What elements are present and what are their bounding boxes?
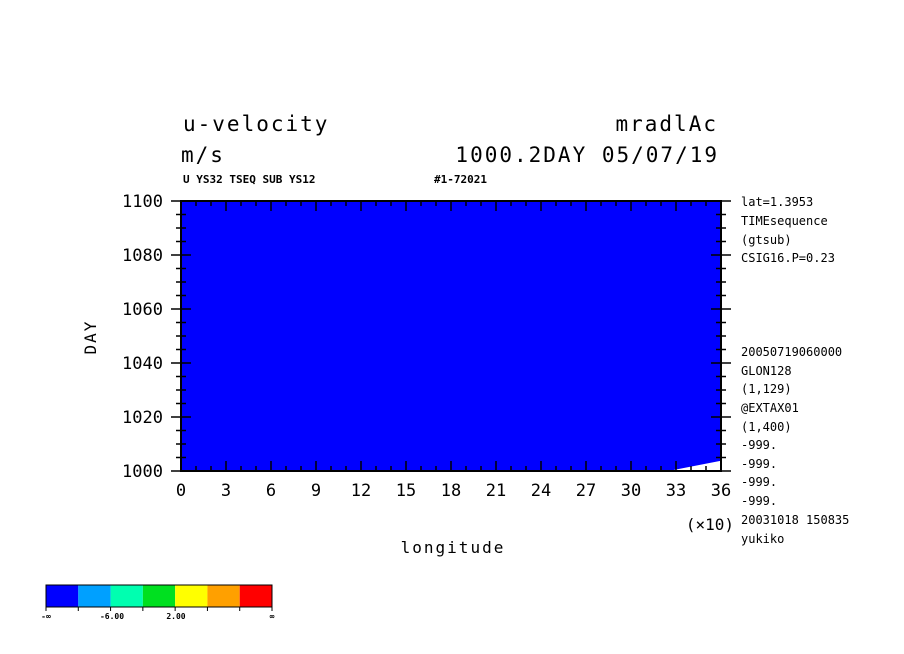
x-tick-label: 36 [711, 481, 731, 501]
colorbar-label: 2.00 [166, 612, 185, 621]
colorbar-frame [45, 584, 273, 608]
x-tick-label: 21 [486, 481, 506, 501]
info-line: (1,400) [741, 420, 792, 434]
colorbar-swatch [78, 585, 111, 607]
y-tick-label: 1060 [122, 300, 163, 320]
x-axis: 0 3 6 9 12 15 18 21 24 27 30 33 36 [176, 201, 731, 501]
y-tick-label: 1040 [122, 354, 163, 374]
chart-title: u-velocity [183, 112, 329, 136]
x-tick-label: 18 [441, 481, 461, 501]
colorbar [45, 584, 273, 611]
info-line: -999. [741, 475, 777, 489]
info-line: yukiko [741, 532, 784, 546]
colorbar-swatch [46, 585, 79, 607]
x-tick-label: 30 [621, 481, 641, 501]
x-tick-label: 27 [576, 481, 596, 501]
x-tick-label: 33 [666, 481, 686, 501]
info-line: lat=1.3953 [741, 195, 813, 209]
x-tick-label: 24 [531, 481, 551, 501]
experiment-name: mradlAc [615, 112, 718, 136]
info-line: GLON128 [741, 364, 792, 378]
colorbar-swatch [175, 585, 208, 607]
y-tick-label: 1000 [122, 462, 163, 482]
x-tick-label: 15 [396, 481, 416, 501]
info-line: CSIG16.P=0.23 [741, 251, 835, 265]
info-line: @EXTAX01 [741, 401, 799, 415]
colorbar-swatch [110, 585, 143, 607]
colorbar-swatch [142, 585, 176, 607]
colorbar-label: ∞ [270, 612, 275, 621]
side-info-top: lat=1.3953 TIMEsequence (gtsub) CSIG16.P… [741, 195, 835, 265]
y-tick-label: 1080 [122, 246, 163, 266]
colorbar-label: -∞ [41, 612, 51, 621]
time-label: 1000.2DAY 05/07/19 [455, 143, 719, 167]
y-axis-label: DAY [81, 320, 100, 355]
x-axis-label: longitude [401, 538, 506, 557]
info-line: -999. [741, 494, 777, 508]
x-tick-label: 12 [351, 481, 371, 501]
colorbar-swatch [207, 585, 240, 607]
x-multiplier: (×10) [686, 515, 734, 534]
colorbar-label: -6.00 [100, 612, 124, 621]
subtitle-right: #1-72021 [434, 173, 487, 186]
x-tick-label: 0 [176, 481, 186, 501]
x-tick-label: 3 [221, 481, 231, 501]
info-line: -999. [741, 438, 777, 452]
info-line: TIMEsequence [741, 214, 828, 228]
colorbar-swatch [239, 585, 272, 607]
x-tick-label: 9 [311, 481, 321, 501]
info-line: 20050719060000 [741, 345, 842, 359]
info-line: -999. [741, 457, 777, 471]
y-axis: 1000 1020 1040 1060 1080 1100 [122, 192, 731, 482]
y-tick-label: 1020 [122, 408, 163, 428]
y-tick-label: 1100 [122, 192, 163, 212]
units-label: m/s [181, 143, 225, 167]
subtitle-left: U YS32 TSEQ SUB YS12 [183, 173, 315, 186]
heatmap-field [181, 201, 721, 471]
x-tick-label: 6 [266, 481, 276, 501]
side-info-bottom: 20050719060000 GLON128 (1,129) @EXTAX01 … [741, 345, 849, 546]
info-line: (1,129) [741, 382, 792, 396]
info-line: (gtsub) [741, 233, 792, 247]
info-line: 20031018 150835 [741, 513, 849, 527]
